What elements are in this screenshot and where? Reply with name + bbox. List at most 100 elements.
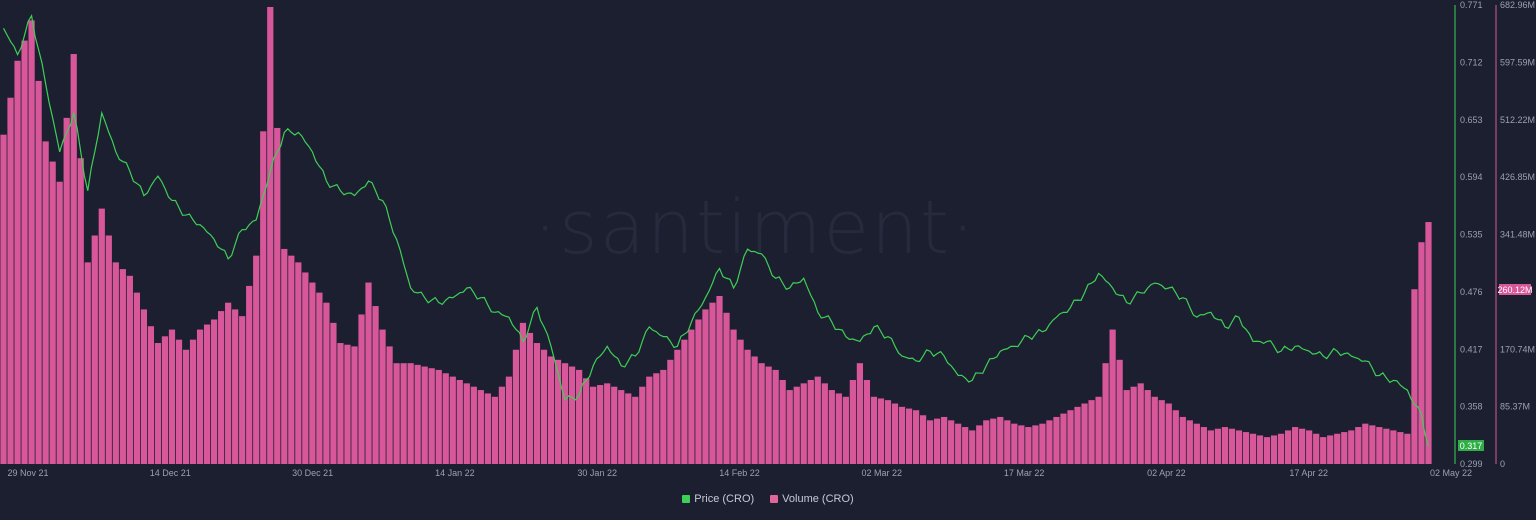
volume-bar (1397, 432, 1404, 464)
volume-bar (1256, 435, 1264, 464)
legend-swatch-price (682, 495, 691, 503)
volume-bar (835, 393, 842, 464)
legend: Price (CRO) Volume (CRO) (0, 493, 1536, 505)
volume-bar (14, 60, 21, 464)
volume-bar (393, 363, 400, 464)
volume-bar (568, 366, 576, 464)
price-tick-label: 0.771 (1460, 0, 1483, 10)
volume-bar (821, 383, 828, 464)
volume-bar (828, 390, 835, 464)
volume-bar (428, 368, 435, 464)
volume-bar (1221, 427, 1229, 464)
volume-bar (421, 366, 428, 464)
current-price-badge (1458, 440, 1484, 451)
volume-bar (688, 329, 695, 464)
volume-bar (1292, 427, 1299, 464)
volume-bar (1411, 289, 1418, 464)
volume-bar (793, 386, 800, 464)
volume-bar (625, 393, 632, 464)
volume-bar (969, 430, 976, 464)
volume-bar (1242, 432, 1250, 464)
volume-bar (1137, 383, 1144, 464)
volume-bar (997, 416, 1004, 464)
price-tick-label: 0.358 (1460, 402, 1483, 412)
price-tick-label: 0.299 (1460, 459, 1483, 469)
volume-bar (667, 359, 674, 464)
volume-bar (1081, 403, 1088, 464)
volume-bar (905, 408, 913, 464)
volume-axis: 682.96M 597.59M 512.22M 426.85M 341.48M 170.7… (1500, 0, 1535, 469)
legend-item-volume[interactable]: Volume (CRO) (770, 493, 854, 505)
volume-bar (723, 312, 730, 464)
volume-bar (653, 373, 660, 464)
volume-bar (1004, 420, 1011, 464)
volume-bar (863, 379, 871, 464)
volume-bar (182, 349, 190, 464)
volume-bar (632, 396, 639, 464)
price-tick-label: 0.417 (1460, 344, 1483, 354)
volume-bar (540, 349, 548, 464)
volume-bar (210, 319, 218, 464)
volume-bar (512, 349, 520, 464)
price-tick-label: 0.653 (1460, 115, 1483, 125)
volume-bar (28, 20, 35, 465)
volume-bar (856, 363, 864, 464)
volume-bar (1179, 416, 1186, 464)
price-series (2, 13, 1430, 447)
volume-bar (983, 420, 990, 464)
volume-bar (716, 295, 723, 464)
volume-tick-label: 0 (1500, 459, 1505, 469)
volume-bar (358, 314, 365, 464)
volume-bar (42, 141, 49, 464)
volume-bar (351, 346, 358, 464)
volume-bar (912, 410, 920, 464)
volume-tick-label: 170.74M (1500, 344, 1535, 354)
volume-bar (1376, 427, 1383, 464)
volume-bar (505, 376, 513, 464)
volume-bar (547, 356, 555, 464)
volume-bar (77, 158, 84, 464)
volume-bar (302, 272, 309, 464)
volume-bar (21, 40, 28, 465)
volume-bar (1369, 425, 1376, 464)
price-tick-label: 0.594 (1460, 172, 1483, 182)
volume-bar (597, 385, 604, 464)
price-tick-label: 0.712 (1460, 57, 1483, 67)
volume-bar (1348, 430, 1355, 464)
legend-item-price[interactable]: Price (CRO) (682, 493, 754, 505)
volume-bar (1123, 390, 1130, 464)
volume-bar (1165, 403, 1172, 464)
volume-bar (709, 302, 716, 464)
volume-bar (1235, 430, 1243, 464)
volume-bar (800, 383, 807, 464)
volume-bar (7, 97, 14, 464)
volume-bar (1306, 430, 1313, 464)
volume-bar (1074, 406, 1081, 464)
volume-bar (140, 309, 148, 464)
x-tick-label: 17 Mar 22 (1004, 468, 1045, 478)
volume-bar (442, 373, 449, 464)
volume-bar (955, 423, 962, 464)
volume-bar (386, 346, 393, 464)
volume-bar (484, 393, 491, 464)
volume-bar (1390, 430, 1397, 464)
volume-bar (674, 349, 681, 464)
volume-bar (274, 127, 281, 465)
volume-bar (779, 379, 786, 464)
volume-tick-label: 85.37M (1500, 402, 1530, 412)
volume-bar (49, 161, 56, 464)
volume-bar (1172, 410, 1179, 464)
volume-bar (1270, 435, 1278, 464)
volume-bar (1228, 428, 1236, 464)
legend-label-volume: Volume (CRO) (782, 493, 854, 505)
volume-bar (98, 208, 105, 464)
volume-bar (1130, 386, 1137, 464)
volume-bar (91, 235, 98, 464)
volume-bar (948, 420, 955, 464)
volume-bar (919, 415, 927, 464)
volume-bar (962, 427, 969, 464)
x-tick-label: 14 Dec 21 (150, 468, 191, 478)
volume-bar (309, 282, 316, 464)
x-tick-label: 02 May 22 (1430, 468, 1472, 478)
watermark: ·santiment· (534, 185, 977, 271)
